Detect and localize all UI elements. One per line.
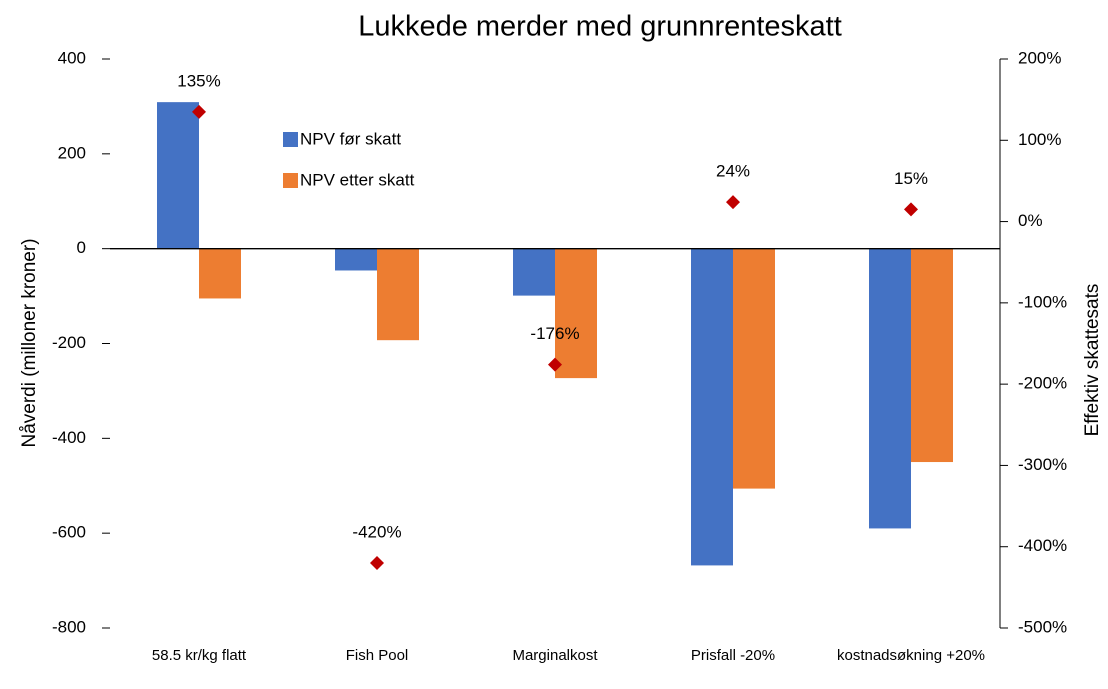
- chart-title: Lukkede merder med grunnrenteskatt: [358, 11, 842, 43]
- legend-swatch: [283, 132, 298, 147]
- legend-label: NPV før skatt: [300, 129, 401, 148]
- marker: [726, 195, 740, 210]
- data-label: 15%: [894, 169, 928, 188]
- bar: [335, 248, 377, 271]
- y2-tick-label: 100%: [1018, 130, 1061, 149]
- bar: [377, 248, 419, 341]
- x-tick-label: kostnadsøkning +20%: [836, 647, 985, 664]
- legend-label: NPV etter skatt: [300, 170, 415, 189]
- y2-tick-label: 0%: [1018, 211, 1043, 230]
- x-tick-label: Marginalkost: [512, 647, 598, 664]
- data-label: 24%: [716, 162, 750, 181]
- y2-tick-label: -500%: [1018, 617, 1067, 636]
- y-tick-label: 400: [58, 48, 86, 67]
- bar: [911, 248, 953, 463]
- bar: [691, 248, 733, 566]
- x-tick-label: Fish Pool: [345, 647, 409, 664]
- bar: [555, 248, 597, 379]
- bar: [513, 248, 555, 296]
- data-label: -420%: [352, 522, 401, 541]
- legend-swatch: [283, 173, 298, 188]
- bar: [157, 102, 199, 249]
- bar: [733, 248, 775, 489]
- y-tick-label: -400: [52, 428, 86, 447]
- marker: [370, 555, 384, 570]
- data-label: -176%: [530, 324, 579, 343]
- y2-tick-label: -300%: [1018, 455, 1067, 474]
- y2-tick-label: -100%: [1018, 292, 1067, 311]
- bar: [869, 248, 911, 529]
- marker: [548, 357, 562, 372]
- y-tick-label: -600: [52, 523, 86, 542]
- y2-axis-label: Effektiv skattesats: [1082, 284, 1103, 437]
- marker: [904, 202, 918, 217]
- y-tick-label: -200: [52, 333, 86, 352]
- marker: [192, 104, 206, 119]
- data-label: 135%: [177, 71, 220, 90]
- y2-tick-label: -400%: [1018, 536, 1067, 555]
- y-axis-label: Nåverdi (milloner kroner): [19, 238, 40, 447]
- y2-tick-label: 200%: [1018, 48, 1061, 67]
- x-tick-label: 58.5 kr/kg flatt: [151, 647, 247, 664]
- bar: [199, 248, 241, 299]
- y2-tick-label: -200%: [1018, 374, 1067, 393]
- y-tick-label: 0: [77, 238, 86, 257]
- y-tick-label: 200: [58, 143, 86, 162]
- y-tick-label: -800: [52, 617, 86, 636]
- x-tick-label: Prisfall -20%: [690, 647, 776, 664]
